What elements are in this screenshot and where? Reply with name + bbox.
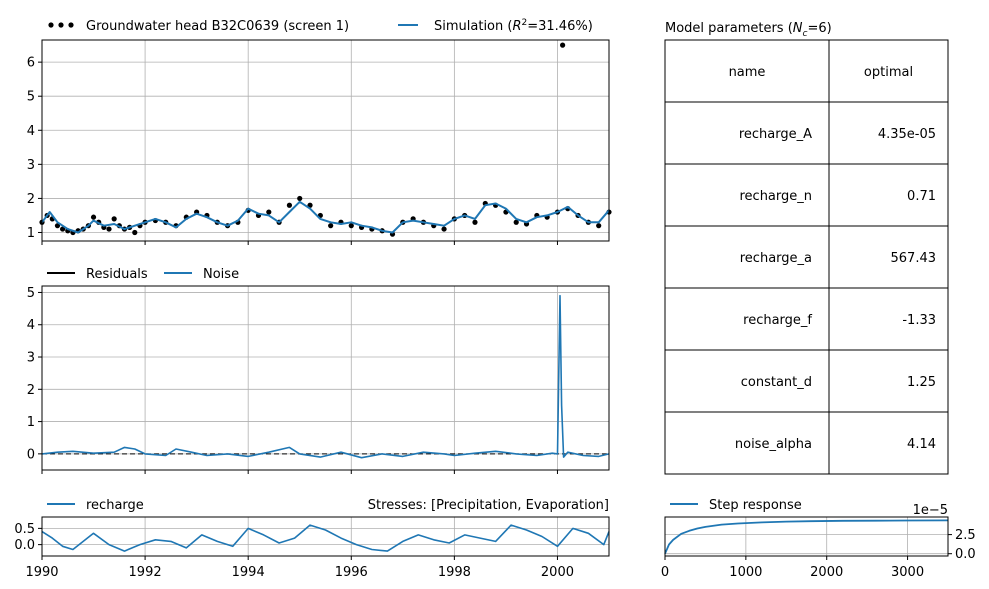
observed-point [307, 202, 313, 208]
stresses-panel: recharge Stresses: [Precipitation, Evapo… [14, 498, 610, 580]
y-tick-label: 0 [27, 447, 35, 462]
x-tick-label: 0 [661, 565, 669, 580]
recharge-line [41, 524, 610, 552]
y-tick-label: 2 [27, 192, 35, 207]
legend-marker-observed [58, 22, 64, 28]
simulation-line [41, 200, 610, 234]
table-param-name: recharge_f [743, 313, 812, 328]
y-tick-label: 6 [27, 56, 35, 71]
observed-point [106, 226, 112, 232]
x-tick-label: 2000 [541, 565, 574, 580]
stresses-title: Stresses: [Precipitation, Evaporation] [368, 498, 609, 513]
observed-point [132, 229, 138, 236]
noise-line [41, 294, 610, 459]
x-tick-label: 3000 [891, 565, 924, 580]
table-param-name: recharge_A [739, 127, 812, 142]
table-param-value: -1.33 [902, 313, 936, 328]
legend-marker-observed [68, 22, 74, 28]
residuals-legend: Residuals Noise [47, 267, 239, 282]
observed-point [596, 223, 602, 229]
y-tick-label: 4 [27, 318, 35, 333]
legend-label-simulation: Simulation (R2=31.46%) [434, 18, 593, 34]
legend-label-residuals: Residuals [86, 267, 148, 282]
observed-point [441, 226, 447, 232]
y-tick-label: 4 [27, 124, 35, 139]
y-tick-label: 1 [27, 226, 35, 241]
y-tick-label: 5 [27, 90, 35, 105]
stresses-legend: recharge Stresses: [Precipitation, Evapo… [47, 498, 609, 513]
observed-point [513, 219, 519, 225]
table-param-value: 4.14 [907, 437, 936, 452]
y-tick-label: 3 [27, 351, 35, 366]
table-param-name: constant_d [741, 375, 812, 390]
x-tick-label: 1994 [232, 565, 265, 580]
y-tick-label: 0.0 [955, 547, 976, 562]
legend-marker-observed [48, 22, 54, 28]
y-tick-label: 3 [27, 158, 35, 173]
y-tick-label: 1 [27, 415, 35, 430]
y-tick-label: 2 [27, 383, 35, 398]
legend-label-step: Step response [709, 498, 802, 513]
observed-point [54, 223, 61, 229]
head-legend: Groundwater head B32C0639 (screen 1) Sim… [48, 18, 593, 34]
observed-point [111, 216, 117, 222]
observed-point [266, 209, 272, 215]
y-tick-label: 0.5 [14, 522, 35, 537]
observed-point [328, 223, 334, 229]
legend-label-noise: Noise [203, 267, 239, 282]
y-tick-label: 5 [27, 286, 35, 301]
table-param-value: 1.25 [907, 375, 936, 390]
y-tick-label: 2.5 [955, 528, 976, 543]
table-param-name: recharge_n [739, 189, 812, 204]
axes-frame [664, 516, 949, 557]
observed-point [297, 195, 303, 202]
observed-point [472, 219, 478, 225]
head-panel: Groundwater head B32C0639 (screen 1) Sim… [27, 18, 612, 245]
parameters-title: Model parameters (Nc=6) [665, 21, 832, 39]
table-cell [828, 411, 949, 475]
observed-point [90, 214, 97, 220]
table-param-value: 4.35e-05 [878, 127, 936, 142]
step-response-panel: Step response 1e−5 0.0 2.5 0 1000 2000 3000 [661, 498, 976, 580]
table-header-name: name [729, 65, 766, 80]
table-param-value: 0.71 [907, 189, 936, 204]
observed-point [560, 42, 566, 48]
observed-point [286, 202, 293, 208]
legend-label-observed: Groundwater head B32C0639 (screen 1) [86, 19, 349, 34]
table-param-name: noise_alpha [735, 437, 812, 452]
parameters-table: Model parameters (Nc=6) name optimal recha… [664, 21, 949, 475]
table-param-name: recharge_a [740, 251, 812, 266]
x-tick-label: 1990 [25, 565, 58, 580]
x-tick-label: 1000 [729, 565, 762, 580]
step-response-line [664, 519, 949, 555]
residuals-panel: Residuals Noise 0 1 2 3 4 5 [27, 267, 610, 474]
observed-point [348, 223, 354, 229]
table-param-value: 567.43 [891, 251, 937, 266]
y-tick-label: 0.0 [14, 538, 35, 553]
step-legend: Step response [670, 498, 802, 513]
legend-label-recharge: recharge [86, 498, 144, 513]
step-offset-label: 1e−5 [913, 503, 948, 518]
x-tick-label: 1996 [335, 565, 368, 580]
axes-frame [41, 39, 610, 242]
x-tick-label: 2000 [810, 565, 843, 580]
x-tick-label: 1998 [438, 565, 471, 580]
observed-point [60, 226, 66, 232]
axes-frame [41, 285, 610, 471]
axes-frame [41, 516, 610, 557]
table-header-optimal: optimal [864, 65, 913, 80]
x-tick-label: 1992 [129, 565, 162, 580]
